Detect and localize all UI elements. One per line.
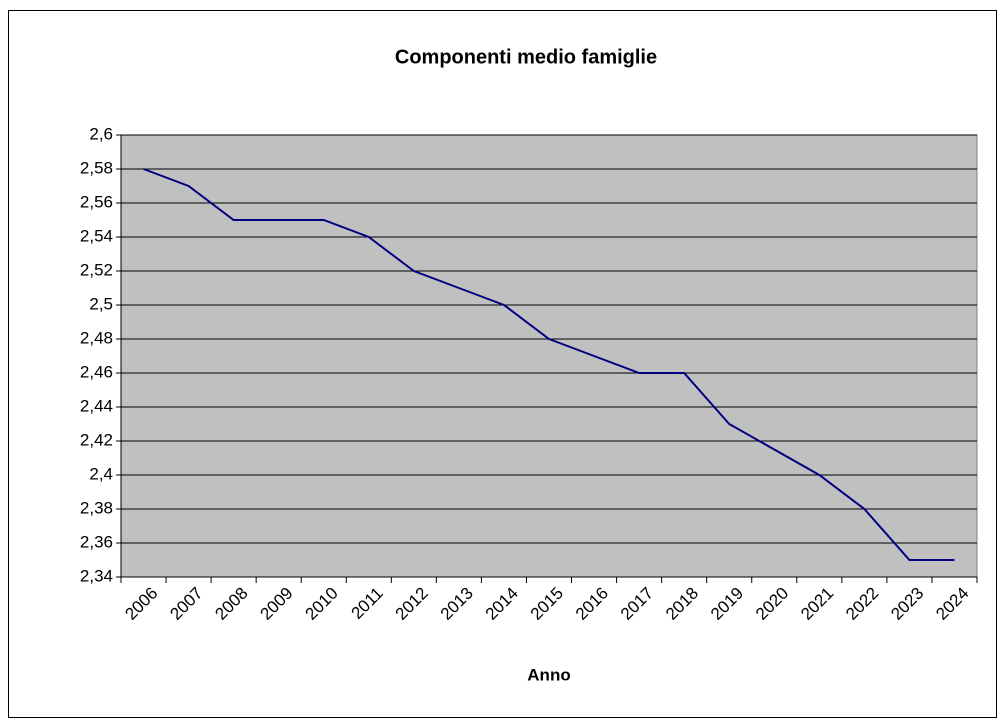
y-tick-label: 2,46 [80, 362, 113, 381]
y-tick-label: 2,52 [80, 260, 113, 279]
y-tick-label: 2,4 [89, 464, 113, 483]
y-tick-label: 2,54 [80, 226, 113, 245]
y-tick-label: 2,36 [80, 532, 113, 551]
y-tick-label: 2,6 [89, 124, 113, 143]
y-tick-label: 2,58 [80, 158, 113, 177]
chart-title: Componenti medio famiglie [395, 46, 657, 68]
y-tick-label: 2,56 [80, 192, 113, 211]
y-tick-label: 2,48 [80, 328, 113, 347]
y-tick-label: 2,5 [89, 294, 113, 313]
y-tick-label: 2,42 [80, 430, 113, 449]
x-axis-title: Anno [527, 665, 570, 684]
data-line [143, 168, 955, 561]
y-tick-label: 2,38 [80, 498, 113, 517]
plot-area [120, 134, 978, 578]
y-tick-label: 2,34 [80, 566, 113, 585]
y-tick-label: 2,44 [80, 396, 113, 415]
